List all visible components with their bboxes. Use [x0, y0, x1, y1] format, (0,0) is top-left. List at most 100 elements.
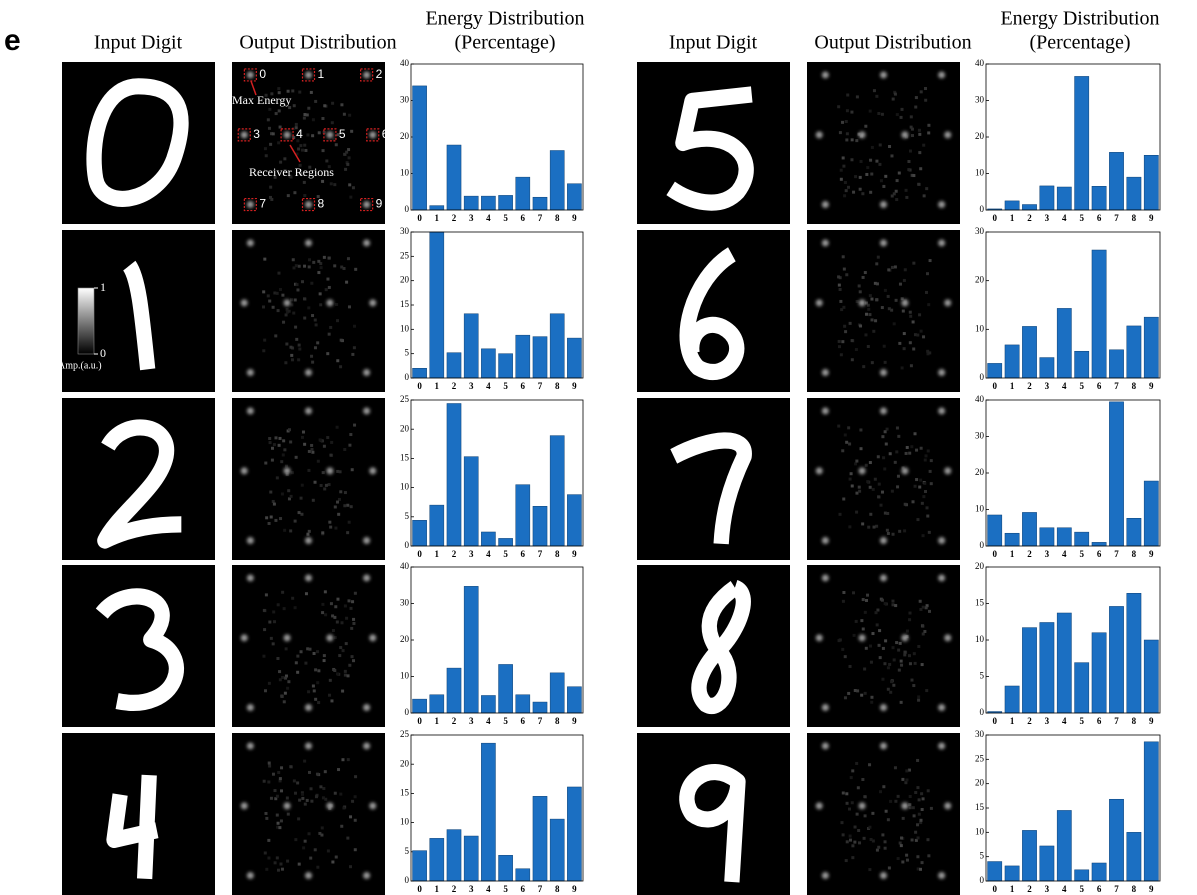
- speckle: [888, 662, 892, 666]
- y-tick-label: 25: [400, 250, 410, 260]
- speckle: [929, 482, 933, 486]
- speckle: [333, 791, 337, 795]
- speckle: [892, 683, 896, 687]
- speckle: [303, 839, 307, 843]
- speckle: [877, 482, 881, 486]
- speckle: [858, 290, 862, 294]
- output-spot: [283, 299, 291, 307]
- speckle: [926, 514, 930, 518]
- bar: [567, 337, 582, 379]
- bar: [1074, 350, 1090, 379]
- x-tick-label: 7: [538, 213, 543, 223]
- speckle: [320, 826, 324, 830]
- speckle: [271, 642, 275, 646]
- output-spot: [246, 239, 254, 247]
- output-spot: [821, 872, 829, 880]
- output-spot: [901, 299, 909, 307]
- speckle: [854, 619, 858, 623]
- speckle: [299, 144, 303, 148]
- bar: [1022, 627, 1037, 714]
- speckle: [926, 789, 930, 793]
- output-spot: [880, 239, 887, 247]
- speckle: [928, 469, 932, 473]
- speckle: [317, 271, 321, 275]
- y-tick-label: 20: [400, 275, 410, 285]
- y-tick-label: 20: [975, 778, 985, 788]
- output-spot: [858, 299, 866, 307]
- speckle: [278, 777, 282, 781]
- speckle: [302, 846, 306, 850]
- output-image: [232, 230, 385, 392]
- speckle: [298, 347, 302, 351]
- speckle: [920, 808, 924, 812]
- speckle: [343, 673, 347, 677]
- speckle: [883, 511, 887, 515]
- region-label: 4: [296, 127, 303, 141]
- speckle: [265, 867, 269, 871]
- speckle: [303, 194, 307, 198]
- x-tick-label: 7: [538, 549, 543, 559]
- output-spot: [363, 369, 371, 377]
- speckle: [855, 139, 859, 143]
- y-tick-label: 25: [400, 729, 410, 739]
- speckle: [911, 320, 915, 324]
- speckle: [842, 590, 846, 594]
- speckle: [336, 672, 340, 676]
- speckle: [353, 591, 357, 595]
- speckle: [262, 779, 266, 783]
- speckle: [869, 644, 873, 648]
- speckle: [927, 131, 931, 135]
- speckle: [845, 840, 849, 844]
- speckle: [868, 109, 872, 113]
- speckle: [274, 334, 278, 338]
- x-tick-label: 3: [1045, 381, 1050, 391]
- speckle: [919, 867, 923, 871]
- speckle: [331, 628, 335, 632]
- plot-frame: [410, 399, 584, 547]
- speckle: [346, 162, 350, 166]
- speckle: [841, 255, 845, 259]
- bar: [1109, 798, 1124, 882]
- speckle: [872, 525, 876, 529]
- speckle: [339, 338, 343, 342]
- speckle: [921, 797, 925, 801]
- speckle: [349, 606, 353, 610]
- speckle: [837, 105, 841, 109]
- x-tick-label: 3: [469, 549, 474, 559]
- speckle: [925, 689, 929, 693]
- speckle: [883, 360, 887, 364]
- bar: [987, 363, 1003, 379]
- speckle: [847, 185, 851, 189]
- speckle: [311, 360, 315, 364]
- speckle: [276, 309, 280, 313]
- speckle: [298, 90, 302, 94]
- digit-stroke: [122, 260, 156, 371]
- speckle: [905, 195, 909, 199]
- y-tick-label: 10: [975, 826, 985, 836]
- speckle: [913, 333, 917, 337]
- x-tick-label: 9: [572, 549, 577, 559]
- y-tick-label: 15: [400, 787, 410, 797]
- speckle: [296, 139, 300, 143]
- x-tick-label: 7: [538, 381, 543, 391]
- speckle: [270, 132, 274, 136]
- speckle: [878, 656, 882, 660]
- output-spot: [246, 407, 254, 415]
- speckle: [353, 848, 357, 852]
- speckle: [270, 458, 274, 462]
- speckle: [884, 809, 888, 813]
- speckle: [868, 868, 872, 872]
- speckle: [337, 497, 341, 501]
- speckle: [923, 481, 927, 485]
- bar: [481, 348, 496, 379]
- speckle: [297, 264, 301, 268]
- speckle: [922, 194, 926, 198]
- output-spot: [246, 201, 254, 209]
- y-tick-label: 40: [400, 561, 410, 571]
- bar: [1004, 685, 1020, 714]
- speckle: [346, 531, 350, 535]
- speckle: [837, 283, 841, 287]
- speckle: [301, 796, 305, 800]
- speckle: [914, 838, 918, 842]
- x-tick-label: 7: [1114, 213, 1119, 223]
